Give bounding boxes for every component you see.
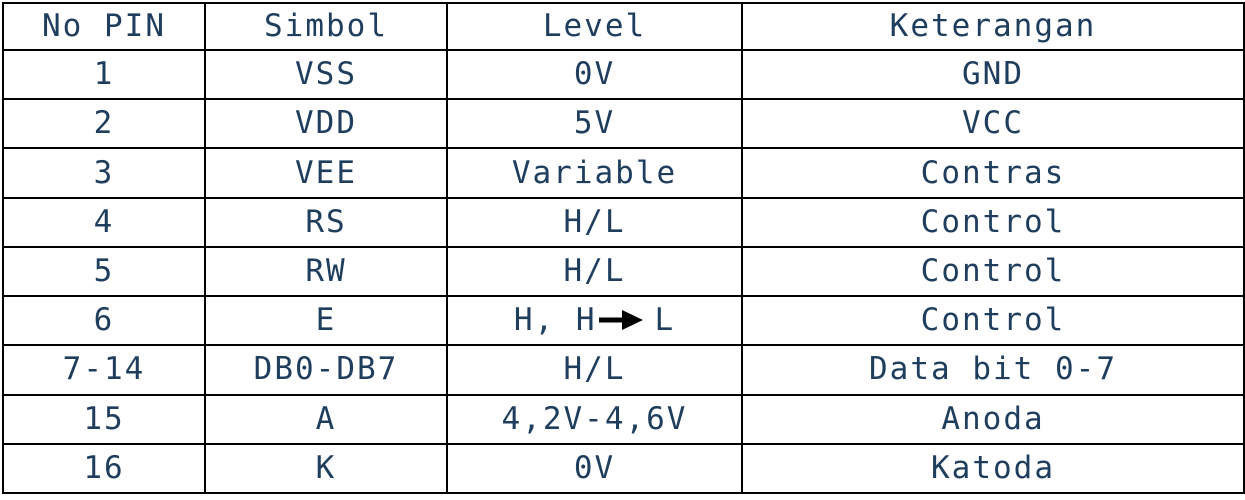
level-cell: 0V <box>446 442 743 495</box>
symbol-cell: K <box>204 442 448 495</box>
header-keterangan: Keterangan <box>741 2 1245 51</box>
symbol-cell: E <box>204 295 448 347</box>
table-body: 1 VSS 0V GND 2 VDD 5V VCC 3 VEE Variable… <box>2 48 1245 495</box>
pin-cell: 1 <box>2 48 206 101</box>
table-row: 6 E H, H L Control <box>2 295 1245 347</box>
level-cell: H, H L <box>446 295 743 347</box>
level-cell: 4,2V-4,6V <box>446 393 743 445</box>
pin-cell: 2 <box>2 98 206 150</box>
level-after-text: L <box>654 302 676 339</box>
symbol-cell: RW <box>204 245 448 298</box>
pin-cell: 7-14 <box>2 344 206 396</box>
level-cell: 5V <box>446 98 743 150</box>
table-row: 15 A 4,2V-4,6V Anoda <box>2 393 1245 445</box>
pin-cell: 4 <box>2 196 206 248</box>
description-cell: Anoda <box>741 393 1245 445</box>
table-row: 4 RS H/L Control <box>2 196 1245 248</box>
level-cell: H/L <box>446 245 743 298</box>
level-before-text: H, H <box>513 302 597 339</box>
description-cell: Katoda <box>741 442 1245 495</box>
table-row: 3 VEE Variable Contras <box>2 147 1245 199</box>
pin-cell: 3 <box>2 147 206 199</box>
level-cell: Variable <box>446 147 743 199</box>
description-cell: GND <box>741 48 1245 101</box>
symbol-cell: VSS <box>204 48 448 101</box>
pin-cell: 5 <box>2 245 206 298</box>
table-header: No PIN Simbol Level Keterangan <box>2 2 1245 51</box>
header-row: No PIN Simbol Level Keterangan <box>2 2 1245 51</box>
table-row: 16 K 0V Katoda <box>2 442 1245 495</box>
header-no-pin: No PIN <box>2 2 206 51</box>
symbol-cell: VEE <box>204 147 448 199</box>
pin-cell: 15 <box>2 393 206 445</box>
level-cell: H/L <box>446 196 743 248</box>
header-level: Level <box>446 2 743 51</box>
pin-cell: 6 <box>2 295 206 347</box>
symbol-cell: RS <box>204 196 448 248</box>
symbol-cell: VDD <box>204 98 448 150</box>
symbol-cell: DB0-DB7 <box>204 344 448 396</box>
header-simbol: Simbol <box>204 2 448 51</box>
description-cell: Data bit 0-7 <box>741 344 1245 396</box>
right-arrow-icon <box>599 310 644 331</box>
symbol-cell: A <box>204 393 448 445</box>
table-row: 2 VDD 5V VCC <box>2 98 1245 150</box>
description-cell: VCC <box>741 98 1245 150</box>
description-cell: Contras <box>741 147 1245 199</box>
level-cell: H/L <box>446 344 743 396</box>
description-cell: Control <box>741 295 1245 347</box>
description-cell: Control <box>741 196 1245 248</box>
description-cell: Control <box>741 245 1245 298</box>
level-cell: 0V <box>446 48 743 101</box>
table-row: 5 RW H/L Control <box>2 245 1245 298</box>
table-row: 7-14 DB0-DB7 H/L Data bit 0-7 <box>2 344 1245 396</box>
table-row: 1 VSS 0V GND <box>2 48 1245 101</box>
pin-cell: 16 <box>2 442 206 495</box>
